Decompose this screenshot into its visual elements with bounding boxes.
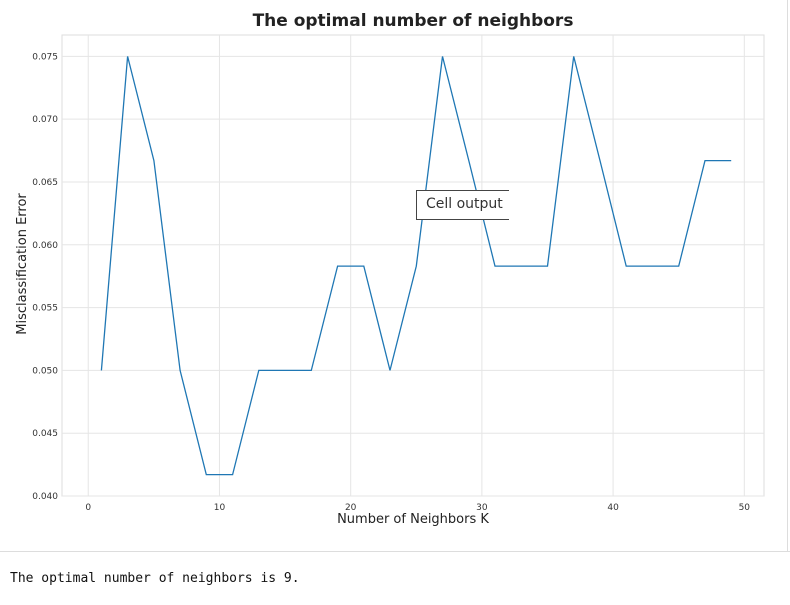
x-tick-label: 50 (739, 503, 751, 513)
x-tick-label: 10 (214, 503, 226, 513)
data-point (153, 160, 154, 161)
data-point (442, 56, 443, 57)
data-point (704, 160, 705, 161)
output-divider (0, 551, 790, 552)
data-point (363, 266, 364, 267)
data-point (258, 370, 259, 371)
data-point (206, 474, 207, 475)
data-point (573, 56, 574, 57)
chart-svg: The optimal number of neighbors 0 10 20 30 4… (15, 11, 765, 527)
data-point (521, 266, 522, 267)
cell-output-tooltip: Cell output (416, 190, 509, 220)
series-line (100, 56, 732, 476)
data-point (731, 160, 732, 161)
y-tick-label: 0.055 (32, 304, 58, 314)
data-point (626, 266, 627, 267)
data-point (389, 370, 390, 371)
y-tick-label: 0.040 (32, 492, 58, 502)
tick-labels: 0 10 20 30 40 50 0.040 0.045 0.050 0.055 0.060 0.06… (32, 52, 750, 513)
x-axis-label: Number of Neighbors K (337, 512, 489, 527)
data-point (337, 266, 338, 267)
chart-figure: The optimal number of neighbors 0 10 20 30 4… (15, 11, 765, 527)
data-point (416, 266, 417, 267)
y-tick-label: 0.070 (32, 115, 58, 125)
chart-title: The optimal number of neighbors (253, 11, 574, 31)
grid (62, 35, 764, 497)
cell-stdout-text: The optimal number of neighbors is 9. (10, 571, 300, 586)
x-tick-label: 40 (607, 503, 619, 513)
y-tick-label: 0.045 (32, 429, 58, 439)
y-axis-label: Misclassification Error (15, 193, 30, 335)
x-tick-label: 20 (345, 503, 357, 513)
x-tick-label: 0 (85, 503, 91, 513)
y-tick-label: 0.060 (32, 241, 58, 251)
data-point (101, 370, 102, 371)
y-tick-label: 0.065 (32, 178, 58, 188)
data-point (284, 370, 285, 371)
series-layer (100, 56, 732, 476)
data-point (127, 56, 128, 57)
data-point (599, 160, 600, 161)
data-point (311, 370, 312, 371)
data-point (468, 160, 469, 161)
cell-right-border (787, 0, 788, 551)
y-tick-label: 0.075 (32, 52, 58, 62)
y-tick-label: 0.050 (32, 366, 58, 376)
x-tick-label: 30 (476, 503, 488, 513)
data-point (652, 266, 653, 267)
data-point (232, 474, 233, 475)
data-point (678, 266, 679, 267)
data-point (547, 266, 548, 267)
data-point (494, 266, 495, 267)
data-point (179, 370, 180, 371)
